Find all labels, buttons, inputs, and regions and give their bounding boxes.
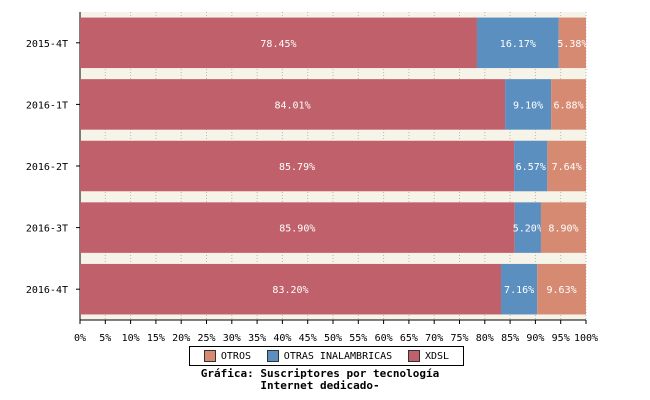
x-tick-label: 0% — [74, 333, 86, 344]
x-tick-label: 55% — [349, 333, 367, 344]
data-label: 8.90% — [548, 224, 578, 235]
legend-label: XDSL — [424, 350, 450, 362]
data-label: 7.64% — [552, 162, 582, 173]
y-category-label: 2015-4T — [26, 39, 68, 50]
bar-segment — [547, 140, 586, 192]
data-label: 84.01% — [274, 100, 310, 111]
x-tick-label: 60% — [375, 333, 393, 344]
legend-item: OTRAS INALAMBRICAS — [266, 350, 393, 362]
x-tick-label: 5% — [99, 333, 111, 344]
x-tick-label: 50% — [324, 333, 342, 344]
data-label: 9.63% — [547, 285, 577, 296]
x-tick-label: 85% — [501, 333, 519, 344]
x-tick-label: 40% — [273, 333, 291, 344]
bar-segment — [558, 17, 586, 69]
x-tick-label: 45% — [299, 333, 317, 344]
legend-item: XDSL — [407, 350, 450, 362]
x-tick-label: 80% — [476, 333, 494, 344]
y-category-label: 2016-4T — [26, 285, 68, 296]
caption-line-2: Internet dedicado- — [260, 379, 380, 392]
data-label: 5.20% — [513, 224, 543, 235]
bar-segment — [500, 263, 538, 315]
x-tick-label: 15% — [147, 333, 165, 344]
x-tick-label: 30% — [223, 333, 241, 344]
legend-swatch — [203, 350, 216, 362]
bar-segment — [80, 79, 506, 130]
x-tick-label: 95% — [552, 333, 570, 344]
data-label: 6.88% — [553, 100, 583, 111]
y-category-label: 2016-1T — [26, 100, 68, 111]
data-label: 78.45% — [260, 39, 296, 50]
data-label: 6.57% — [516, 162, 546, 173]
bar-segment — [551, 79, 586, 130]
x-tick-label: 75% — [450, 333, 468, 344]
bar-segment — [80, 17, 477, 69]
legend-label: OTRAS INALAMBRICAS — [283, 350, 393, 362]
x-tick-label: 35% — [248, 333, 266, 344]
bar-segment — [537, 263, 586, 315]
x-tick-label: 10% — [122, 333, 140, 344]
x-tick-label: 70% — [425, 333, 443, 344]
bar-segment — [514, 202, 541, 253]
bar-segment — [505, 79, 552, 130]
legend-swatch — [407, 350, 420, 362]
x-tick-label: 100% — [574, 333, 598, 344]
legend-item: OTROS — [203, 350, 251, 362]
data-label: 16.17% — [500, 39, 536, 50]
data-label: 83.20% — [272, 285, 308, 296]
data-label: 85.79% — [279, 162, 315, 173]
bar-segment — [80, 140, 515, 192]
data-label: 85.90% — [279, 224, 315, 235]
x-tick-label: 65% — [400, 333, 418, 344]
bar-segment — [514, 140, 548, 192]
data-label: 9.10% — [513, 100, 543, 111]
data-label: 5.38% — [557, 39, 587, 50]
bar-segment — [80, 263, 501, 315]
x-tick-label: 90% — [526, 333, 544, 344]
y-category-label: 2016-3T — [26, 224, 68, 235]
chart-legend: OTROS OTRAS INALAMBRICAS XDSL — [189, 346, 464, 366]
x-tick-label: 20% — [172, 333, 190, 344]
legend-swatch — [266, 350, 279, 362]
caption-line-1: Gráfica: Suscriptores por tecnología — [200, 367, 440, 380]
legend-label: OTROS — [220, 350, 251, 362]
bar-segment — [476, 17, 559, 69]
data-label: 7.16% — [504, 285, 534, 296]
chart-caption: Gráfica: Suscriptores por tecnología Int… — [160, 368, 480, 392]
bar-segment — [540, 202, 586, 253]
y-category-label: 2016-2T — [26, 162, 68, 173]
x-tick-label: 25% — [197, 333, 215, 344]
bar-segment — [80, 202, 515, 253]
